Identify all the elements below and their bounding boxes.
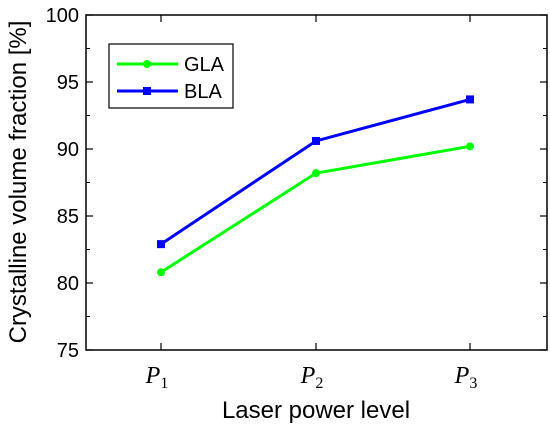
legend-marker-bla (143, 87, 151, 95)
y-tick-label: 75 (57, 340, 79, 362)
y-axis: 75 80 85 90 95 100 (46, 5, 547, 362)
y-tick-label: 100 (46, 5, 79, 27)
legend-label-bla: BLA (184, 81, 222, 103)
series-line-gla (160, 144, 471, 274)
data-point-gla (466, 142, 474, 151)
x-tick-label-subscript: 1 (160, 375, 168, 392)
y-tick-label: 90 (57, 139, 79, 161)
x-tick-label: P3 (454, 363, 478, 392)
legend-label-gla: GLA (184, 54, 225, 76)
data-point-bla (312, 136, 320, 145)
legend-marker-gla (143, 60, 151, 68)
series-layer (157, 95, 474, 277)
x-tick-label-subscript: 2 (315, 375, 323, 392)
y-tick-label: 95 (57, 72, 79, 94)
legend-box (108, 43, 234, 109)
x-axis: P1 P2 P3 (145, 15, 478, 392)
x-axis-title: Laser power level (222, 397, 410, 424)
data-point-gla (157, 268, 165, 277)
x-tick-label: P2 (300, 363, 324, 392)
x-tick-label-base: P (300, 363, 316, 389)
y-axis-title: Crystalline volume fraction [%] (5, 21, 32, 344)
x-tick-label-base: P (454, 363, 470, 389)
x-tick-label-subscript: 3 (469, 375, 477, 392)
data-point-bla (466, 95, 474, 104)
data-point-gla (312, 169, 320, 178)
legend: GLA BLA (108, 43, 234, 109)
x-tick-label: P1 (145, 363, 169, 392)
data-point-bla (157, 240, 165, 249)
y-tick-label: 80 (57, 273, 79, 295)
x-tick-label-base: P (145, 363, 161, 389)
y-tick-label: 85 (57, 206, 79, 228)
